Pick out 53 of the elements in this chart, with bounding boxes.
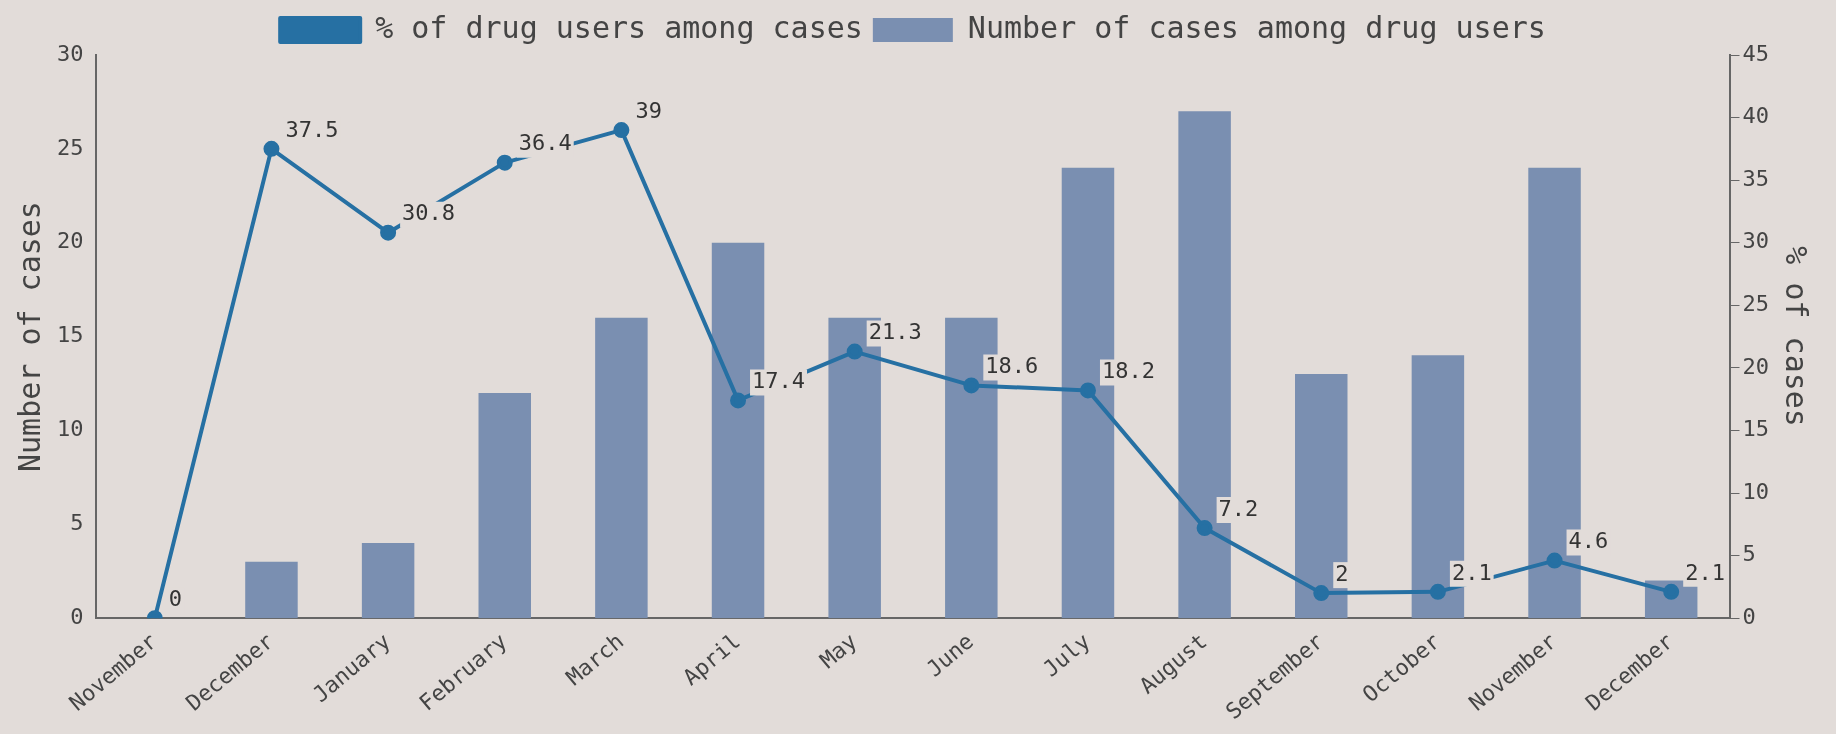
data-label: 21.3: [868, 319, 922, 345]
y2-tick-label: 20: [1742, 353, 1770, 379]
point: [1313, 585, 1330, 602]
y2-tick-label: 35: [1742, 165, 1770, 191]
point: [613, 122, 630, 139]
y-tick-label: 15: [56, 322, 84, 348]
y2-tick-label: 45: [1742, 40, 1770, 66]
data-label: 36.4: [518, 130, 572, 156]
y2-tick-label: 30: [1742, 228, 1770, 254]
legend-label: Number of cases among drug users: [967, 9, 1546, 45]
point: [1079, 382, 1096, 399]
point: [1196, 520, 1213, 537]
data-label: 7.2: [1218, 495, 1259, 521]
y2-tick-label: 5: [1742, 541, 1756, 567]
bar: [245, 561, 298, 619]
data-label: 37.5: [285, 116, 339, 142]
bar: [1295, 374, 1348, 619]
y2-tick-label: 15: [1742, 416, 1770, 442]
data-label: 2.1: [1685, 559, 1725, 585]
y-tick-label: 25: [56, 134, 84, 160]
data-label: 4.6: [1568, 528, 1609, 554]
data-label: 18.2: [1101, 358, 1155, 384]
y-tick-label: 0: [70, 603, 84, 629]
point: [1429, 583, 1446, 600]
y-tick-label: 20: [56, 228, 84, 254]
y-tick-label: 30: [56, 40, 84, 66]
data-label: 17.4: [752, 368, 806, 394]
y2-tick-label: 0: [1742, 603, 1756, 629]
y-axis-title: Number of cases: [11, 201, 47, 473]
point: [963, 377, 980, 394]
point: [496, 154, 513, 171]
y2-tick-label: 10: [1742, 478, 1770, 504]
point: [380, 224, 397, 241]
y-tick-label: 5: [70, 510, 84, 536]
point: [263, 140, 280, 157]
x-tick-label: May: [815, 628, 862, 674]
y2-tick-label: 40: [1742, 103, 1770, 129]
point: [846, 343, 863, 360]
data-label: 0: [168, 585, 183, 611]
bar: [361, 543, 415, 619]
bar: [595, 317, 648, 619]
data-label: 2.1: [1451, 559, 1492, 585]
data-label: 30.8: [402, 200, 456, 226]
point: [730, 392, 747, 409]
y-tick-label: 10: [56, 416, 84, 442]
y2-axis-title: % of cases: [1779, 246, 1815, 427]
data-label: 2: [1335, 560, 1349, 586]
bar: [478, 392, 531, 619]
legend-label: % of drug users among cases: [375, 9, 863, 45]
data-label: 18.6: [985, 353, 1039, 379]
point: [1546, 552, 1563, 569]
y2-tick-label: 25: [1742, 291, 1770, 317]
data-label: 39: [635, 97, 662, 123]
